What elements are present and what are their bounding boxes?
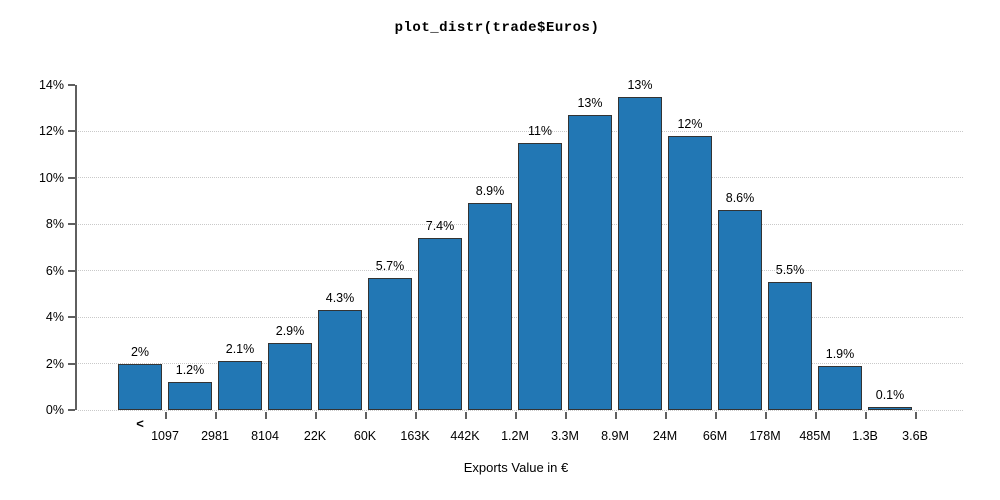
- x-axis-tick-label: 1097: [151, 429, 179, 443]
- x-axis-tick-label: 163K: [400, 429, 430, 443]
- x-axis-tick-label: 66M: [702, 429, 728, 443]
- x-axis-tick: [315, 412, 317, 419]
- bar-value-label: 1.2%: [175, 363, 205, 378]
- x-axis-tick: [765, 412, 767, 419]
- y-axis-tick-label: 10%: [38, 170, 64, 185]
- x-axis-tick-label: 1.2M: [501, 429, 529, 443]
- bar-value-label: 8.6%: [725, 191, 755, 206]
- bar: [118, 363, 162, 410]
- bar: [218, 361, 262, 410]
- y-axis-tick-label: 12%: [38, 124, 64, 139]
- x-axis-tick: [365, 412, 367, 419]
- y-axis-tick: [68, 362, 75, 365]
- x-axis-tick-label: 22K: [303, 429, 327, 443]
- x-axis-tick-label: 24M: [652, 429, 678, 443]
- gridline: [78, 409, 963, 411]
- x-axis-tick-label: 3.3M: [551, 429, 579, 443]
- y-axis-tick-label: 0%: [45, 403, 64, 417]
- bar-value-label: 2%: [130, 344, 150, 359]
- bar: [668, 136, 712, 410]
- y-axis-tick: [68, 176, 75, 179]
- bar: [368, 277, 412, 410]
- bar-value-label: 5.7%: [375, 258, 405, 273]
- y-axis-tick-label: 8%: [45, 217, 64, 232]
- bar: [418, 238, 462, 410]
- x-axis-tick-label: 3.6B: [902, 429, 928, 443]
- bar: [468, 203, 512, 410]
- bar-value-label: 1.9%: [825, 346, 855, 361]
- first-bin-less-than-marker: <: [136, 416, 144, 431]
- bar-value-label: 0.1%: [875, 387, 905, 402]
- x-axis-tick: [715, 412, 717, 419]
- bar: [768, 282, 812, 410]
- bar-value-label: 11%: [527, 124, 553, 139]
- bar: [818, 365, 862, 410]
- bar-value-label: 2.1%: [225, 342, 255, 357]
- bar: [568, 115, 612, 410]
- x-axis-tick: [515, 412, 517, 419]
- x-axis-tick: [815, 412, 817, 419]
- y-axis-line: [75, 85, 77, 410]
- y-axis-tick: [68, 269, 75, 272]
- x-axis-tick: [615, 412, 617, 419]
- x-axis-tick-label: 1.3B: [852, 429, 878, 443]
- bar: [518, 143, 562, 410]
- y-axis-tick-label: 14%: [38, 78, 64, 92]
- bar: [868, 406, 912, 410]
- x-axis-tick-label: 442K: [450, 429, 480, 443]
- bar-value-label: 13%: [577, 96, 603, 111]
- x-axis-tick: [415, 412, 417, 419]
- x-axis-tick: [665, 412, 667, 419]
- x-axis-tick: [915, 412, 917, 419]
- bar: [718, 210, 762, 410]
- bar-value-label: 5.5%: [775, 263, 805, 278]
- x-axis-tick: [565, 412, 567, 419]
- x-axis-tick: [265, 412, 267, 419]
- bar-value-label: 7.4%: [425, 219, 455, 234]
- x-axis-tick-label: 8104: [251, 429, 279, 443]
- x-axis-tick: [465, 412, 467, 419]
- bar: [168, 382, 212, 410]
- y-axis-tick-label: 6%: [45, 263, 64, 278]
- bar-value-label: 8.9%: [475, 184, 505, 199]
- bar-value-label: 13%: [627, 77, 653, 92]
- y-axis-tick: [68, 316, 75, 319]
- y-axis-tick: [68, 223, 75, 226]
- y-axis-tick-label: 2%: [45, 356, 64, 371]
- x-axis-title: Exports Value in €: [463, 460, 569, 475]
- bar-value-label: 12%: [677, 117, 703, 132]
- bar: [268, 342, 312, 410]
- bar-value-label: 4.3%: [325, 291, 355, 306]
- bar-value-label: 2.9%: [275, 323, 305, 338]
- x-axis-tick: [865, 412, 867, 419]
- x-axis-tick: [215, 412, 217, 419]
- y-axis-tick: [68, 130, 75, 133]
- bar: [618, 96, 662, 410]
- chart-title: plot_distr(trade$Euros): [394, 20, 600, 36]
- x-axis-tick-label: 2981: [201, 429, 229, 443]
- y-axis-tick: [68, 409, 75, 411]
- x-axis-tick-label: 8.9M: [601, 429, 629, 443]
- y-axis-tick: [68, 84, 75, 86]
- x-axis-tick-label: 178M: [749, 429, 781, 443]
- bar: [318, 310, 362, 410]
- y-axis-tick-label: 4%: [45, 310, 64, 325]
- gridline: [78, 130, 963, 132]
- x-axis-tick: [165, 412, 167, 419]
- x-axis-tick-label: 60K: [353, 429, 377, 443]
- x-axis-tick-label: 485M: [799, 429, 831, 443]
